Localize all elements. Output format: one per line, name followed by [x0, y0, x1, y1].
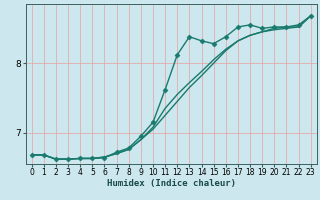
X-axis label: Humidex (Indice chaleur): Humidex (Indice chaleur): [107, 179, 236, 188]
